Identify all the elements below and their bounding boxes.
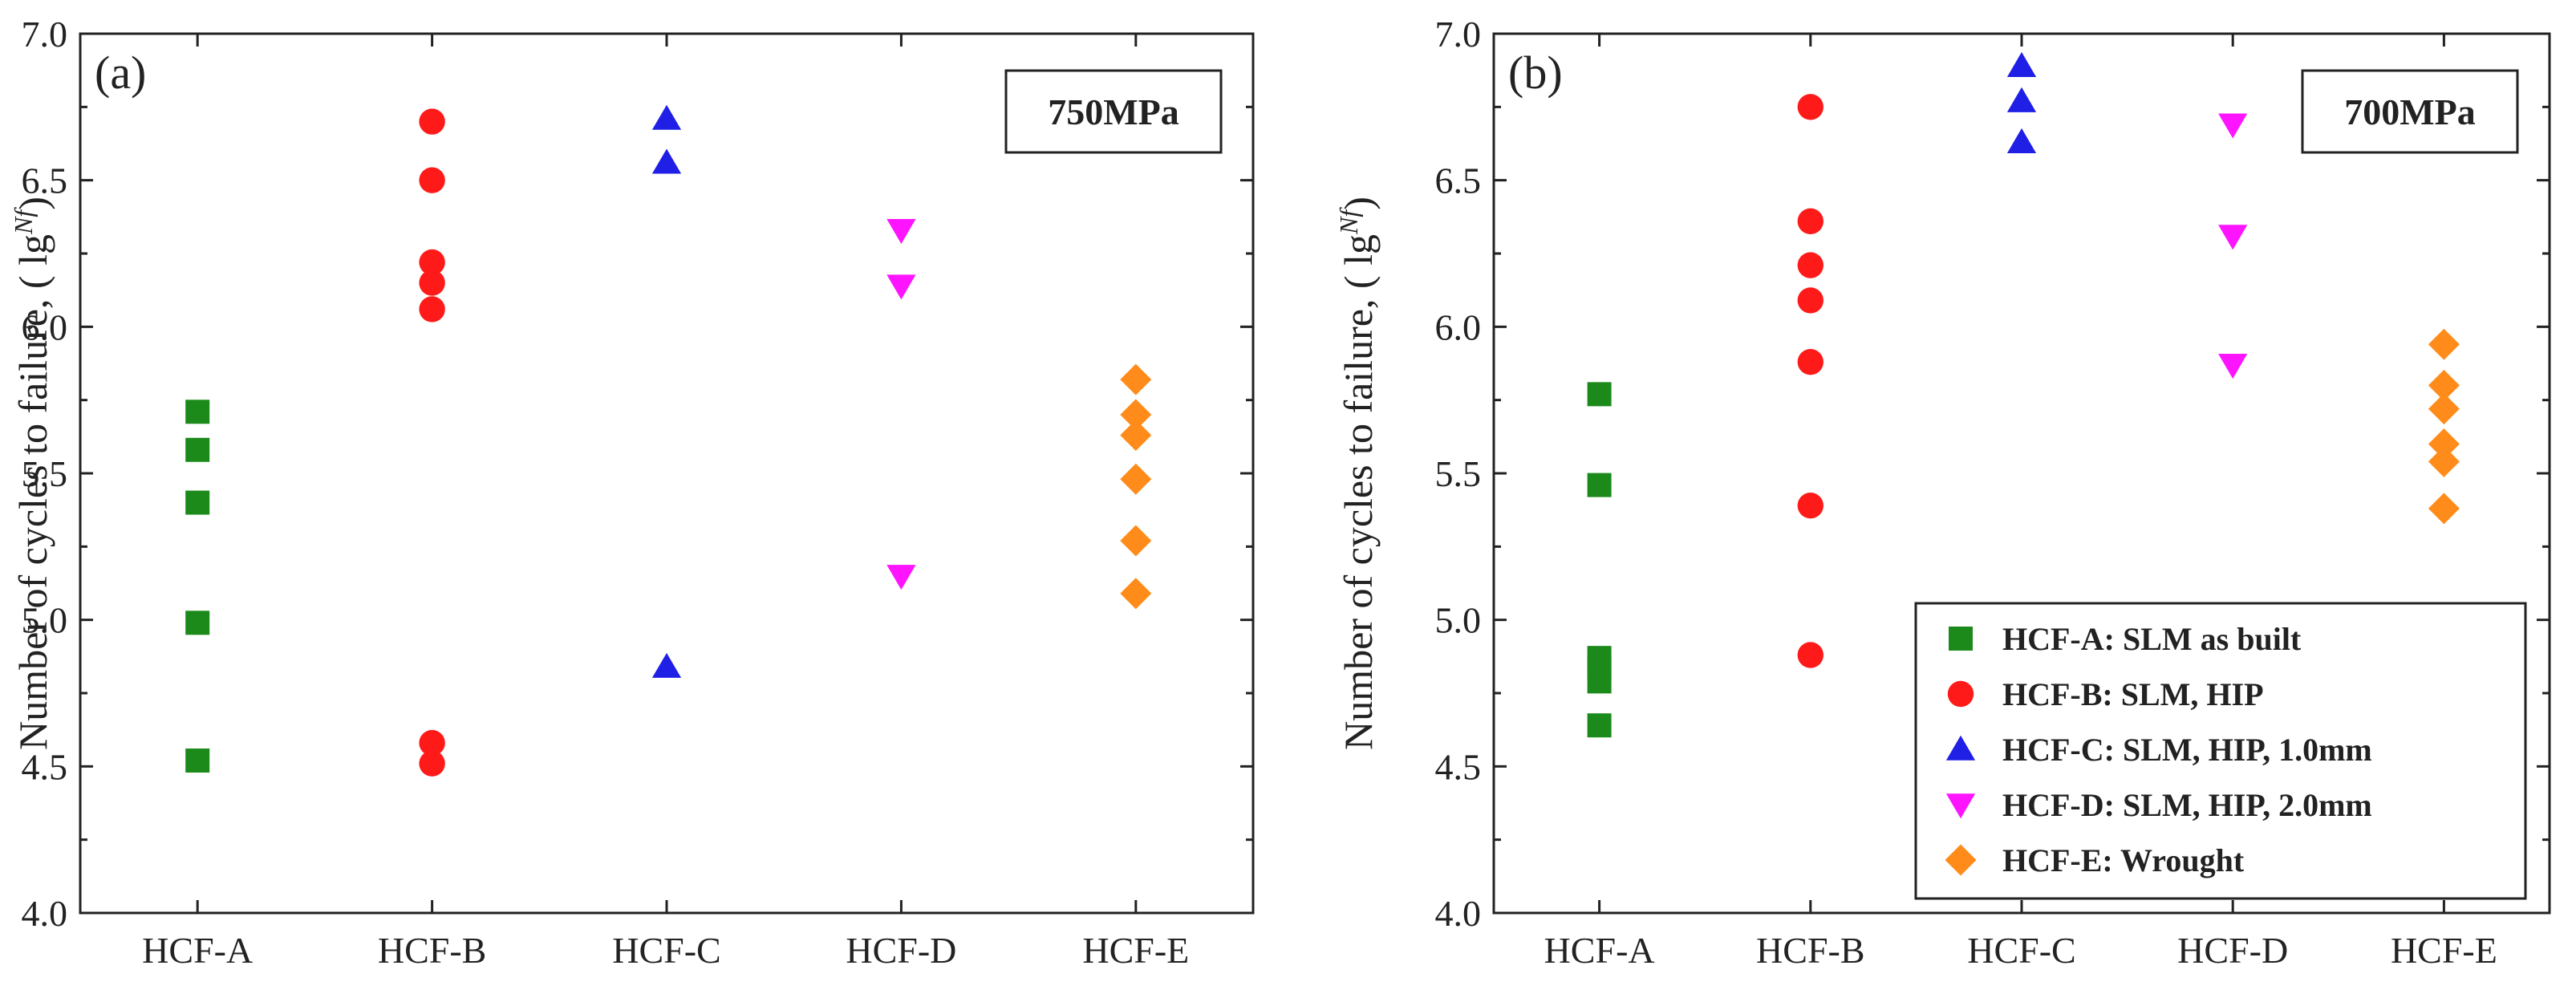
x-category-label: HCF-C [1967,930,2075,971]
data-point-hcf-a [185,748,210,773]
data-point-hcf-e [1120,399,1152,431]
data-point-hcf-e [1120,525,1152,557]
y-tick-label: 5.5 [1435,453,1482,494]
data-point-hcf-e [2428,393,2460,425]
data-point-hcf-e [1120,420,1152,452]
data-point-hcf-b [1797,642,1823,668]
x-category-label: HCF-E [2391,930,2497,971]
data-point-hcf-e [1120,578,1152,610]
condition-box [2301,69,2519,154]
data-point-hcf-a [1587,669,1612,694]
data-point-hcf-d [886,565,916,590]
data-point-hcf-b [419,108,445,135]
legend-label: HCF-B: SLM, HIP [2002,676,2264,712]
data-point-hcf-d [886,218,916,245]
panel-label: (a) [95,47,146,99]
data-point-hcf-a [1587,473,1612,497]
y-tick-label: 6.0 [22,306,68,347]
y-tick-label: 6.5 [1435,160,1482,201]
data-point-hcf-b [419,167,445,193]
y-tick-label: 4.5 [22,746,68,787]
data-point-hcf-e [1120,363,1152,396]
y-axis-title-main: Number of cycles to failure, ( lg [1336,234,1381,750]
data-point-hcf-e [2428,445,2460,477]
x-category-label: HCF-A [142,930,253,971]
legend-label: HCF-C: SLM, HIP, 1.0mm [2002,732,2372,768]
data-point-hcf-d [886,274,916,300]
legend-marker-hcf-e [1945,844,1977,876]
y-axis-title-main: Number of cycles to failure, ( lg [10,234,55,750]
y-tick-label: 7.0 [22,14,68,55]
legend-box [1914,602,2527,900]
data-point-hcf-e [2428,328,2460,360]
data-point-hcf-a [185,400,210,424]
data-point-hcf-b [419,249,445,276]
data-point-hcf-c [651,652,682,678]
data-point-hcf-e [2428,428,2460,460]
y-axis-title-close: ) [1336,197,1381,210]
y-axis-title-superscript: Nf [1334,207,1363,235]
data-point-hcf-c [2006,51,2037,77]
data-point-hcf-e [2428,493,2460,525]
legend-marker-hcf-b [1947,680,1974,708]
y-tick-label: 6.0 [1435,306,1482,347]
data-point-hcf-c [2006,87,2037,112]
data-point-hcf-b [1797,492,1823,519]
x-category-label: HCF-A [1544,930,1655,971]
x-category-label: HCF-C [612,930,720,971]
y-axis-title-superscript: Nf [9,207,38,235]
data-point-hcf-a [185,437,210,462]
data-point-hcf-b [419,296,445,323]
legend-label: HCF-E: Wrought [2002,842,2245,878]
legend-marker-hcf-a [1949,627,1973,651]
x-category-label: HCF-E [1082,930,1189,971]
y-tick-label: 4.5 [1435,746,1482,787]
panel-label: (b) [1508,47,1563,99]
condition-box [1004,69,1223,154]
data-point-hcf-b [1797,348,1823,375]
y-tick-label: 5.0 [1435,600,1482,641]
data-point-hcf-d [2218,113,2248,139]
data-point-hcf-a [1587,713,1612,738]
panel-a: 4.0 4.5 5.0 5.5 6.0 6.5 7.0 HCF-A HCF-B HCF-C HCF-… [9,14,1255,971]
data-point-hcf-b [419,270,445,296]
panel-b: 4.0 4.5 5.0 5.5 6.0 6.5 7.0 HCF-A HCF-B HCF-C HCF-… [1334,14,2551,971]
data-point-hcf-a [185,490,210,515]
data-point-hcf-d [2218,225,2248,250]
data-point-hcf-b [1797,94,1823,120]
data-point-hcf-b [1797,287,1823,314]
y-axis-title-close: ) [10,197,55,210]
data-point-hcf-b [1797,252,1823,278]
legend-label: HCF-A: SLM as built [2002,621,2302,657]
y-tick-label: 6.5 [22,160,68,201]
data-point-hcf-e [1120,463,1152,495]
data-point-hcf-b [419,729,445,757]
condition-label: 750MPa [1048,91,1179,132]
data-point-hcf-c [651,148,682,174]
y-tick-label: 7.0 [1435,14,1482,55]
data-point-hcf-b [1797,208,1823,235]
y-tick-label: 5.5 [22,453,68,494]
data-point-hcf-d [2218,354,2248,379]
y-tick-label: 4.0 [22,893,68,934]
y-tick-label: 4.0 [1435,893,1482,934]
data-point-hcf-c [651,104,682,130]
legend-marker-hcf-c [1945,735,1976,761]
data-point-hcf-a [1587,382,1612,407]
y-tick-label: 5.0 [22,600,68,641]
condition-label: 700MPa [2344,91,2476,132]
x-category-label: HCF-B [1756,930,1864,971]
y-axis-title: Number of cycles to failure, ( lgNf) [1334,197,1381,750]
legend-marker-hcf-d [1945,793,1976,819]
legend-label: HCF-D: SLM, HIP, 2.0mm [2002,787,2372,823]
x-category-label: HCF-D [2177,930,2288,971]
x-category-label: HCF-B [378,930,486,971]
data-point-hcf-c [2006,128,2037,153]
x-category-label: HCF-D [846,930,956,971]
data-point-hcf-b [419,750,445,777]
data-point-hcf-e [2428,369,2460,401]
data-point-hcf-a [185,611,210,635]
y-axis-title: Number of cycles to failure, ( lgNf) [9,197,55,750]
